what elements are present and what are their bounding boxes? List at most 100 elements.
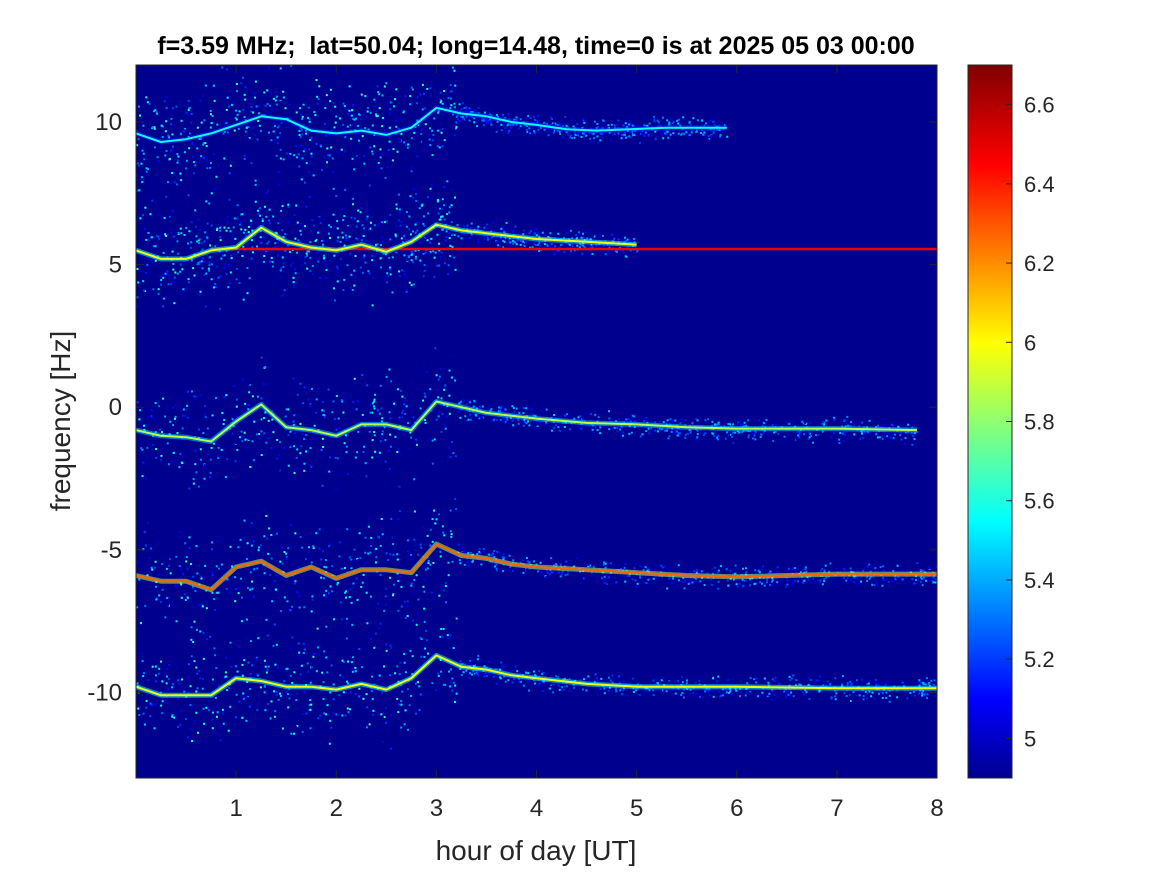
noise-pixel: [558, 130, 561, 133]
noise-pixel: [821, 423, 824, 426]
noise-pixel: [284, 415, 287, 418]
noise-pixel: [224, 671, 227, 674]
noise-pixel: [386, 281, 389, 284]
noise-pixel: [593, 120, 596, 123]
noise-pixel: [639, 574, 642, 577]
noise-pixel: [465, 110, 468, 113]
noise-pixel: [335, 428, 338, 431]
noise-pixel: [688, 120, 691, 123]
noise-pixel: [791, 420, 794, 423]
noise-pixel: [504, 408, 507, 411]
noise-pixel: [420, 637, 423, 640]
noise-pixel: [752, 437, 755, 440]
noise-pixel: [199, 99, 202, 102]
noise-pixel: [529, 230, 532, 233]
noise-pixel: [650, 427, 653, 430]
noise-pixel: [515, 116, 518, 119]
noise-pixel: [278, 453, 281, 456]
noise-pixel: [594, 673, 597, 676]
noise-pixel: [868, 419, 871, 422]
noise-pixel: [310, 561, 313, 564]
noise-pixel: [203, 477, 206, 480]
noise-pixel: [438, 594, 441, 597]
noise-pixel: [294, 144, 297, 147]
noise-pixel: [281, 205, 284, 208]
noise-pixel: [309, 681, 312, 684]
noise-pixel: [158, 448, 161, 451]
noise-pixel: [188, 547, 191, 550]
noise-pixel: [716, 134, 719, 137]
noise-pixel: [187, 281, 190, 284]
noise-pixel: [431, 185, 434, 188]
noise-pixel: [473, 672, 476, 675]
noise-pixel: [293, 154, 296, 157]
noise-pixel: [550, 571, 553, 574]
noise-pixel: [225, 122, 228, 125]
noise-pixel: [342, 289, 345, 292]
noise-pixel: [412, 197, 415, 200]
noise-pixel: [296, 156, 299, 159]
noise-pixel: [621, 134, 624, 137]
noise-pixel: [559, 425, 562, 428]
noise-pixel: [630, 431, 633, 434]
noise-pixel: [266, 242, 269, 245]
noise-pixel: [535, 422, 538, 425]
noise-pixel: [398, 270, 401, 273]
noise-pixel: [152, 288, 155, 291]
noise-pixel: [198, 242, 201, 245]
noise-pixel: [532, 670, 535, 673]
noise-pixel: [569, 246, 572, 249]
noise-pixel: [741, 578, 744, 581]
noise-pixel: [435, 518, 438, 521]
noise-pixel: [168, 136, 171, 139]
noise-pixel: [521, 420, 524, 423]
noise-pixel: [299, 536, 302, 539]
noise-pixel: [255, 277, 258, 280]
noise-pixel: [377, 602, 380, 605]
noise-pixel: [888, 700, 891, 703]
noise-pixel: [398, 509, 401, 512]
noise-pixel: [443, 262, 446, 265]
noise-pixel: [798, 431, 801, 434]
noise-pixel: [319, 144, 322, 147]
noise-pixel: [308, 250, 311, 253]
noise-pixel: [633, 125, 636, 128]
noise-pixel: [235, 260, 238, 263]
noise-pixel: [566, 573, 569, 576]
noise-pixel: [445, 415, 448, 418]
noise-pixel: [330, 664, 333, 667]
noise-pixel: [876, 582, 879, 585]
noise-pixel: [848, 694, 851, 697]
noise-pixel: [419, 692, 422, 695]
noise-pixel: [698, 423, 701, 426]
noise-pixel: [414, 223, 417, 226]
noise-pixel: [365, 576, 368, 579]
noise-pixel: [299, 144, 302, 147]
noise-pixel: [155, 448, 158, 451]
noise-pixel: [510, 230, 513, 233]
noise-pixel: [668, 121, 671, 124]
noise-pixel: [315, 562, 318, 565]
noise-pixel: [853, 576, 856, 579]
noise-pixel: [187, 194, 190, 197]
noise-pixel: [267, 382, 270, 385]
noise-pixel: [866, 430, 869, 433]
noise-pixel: [328, 224, 331, 227]
noise-pixel: [451, 429, 454, 432]
noise-pixel: [356, 557, 359, 560]
noise-pixel: [509, 243, 512, 246]
noise-pixel: [205, 145, 208, 148]
noise-pixel: [444, 427, 447, 430]
noise-pixel: [267, 665, 270, 668]
noise-pixel: [701, 119, 704, 122]
noise-pixel: [735, 583, 738, 586]
noise-pixel: [424, 421, 427, 424]
noise-pixel: [164, 130, 167, 133]
noise-pixel: [158, 405, 161, 408]
noise-pixel: [322, 413, 325, 416]
noise-pixel: [383, 426, 386, 429]
noise-pixel: [378, 536, 381, 539]
noise-pixel: [531, 127, 534, 130]
noise-pixel: [336, 280, 339, 283]
noise-pixel: [317, 717, 320, 720]
